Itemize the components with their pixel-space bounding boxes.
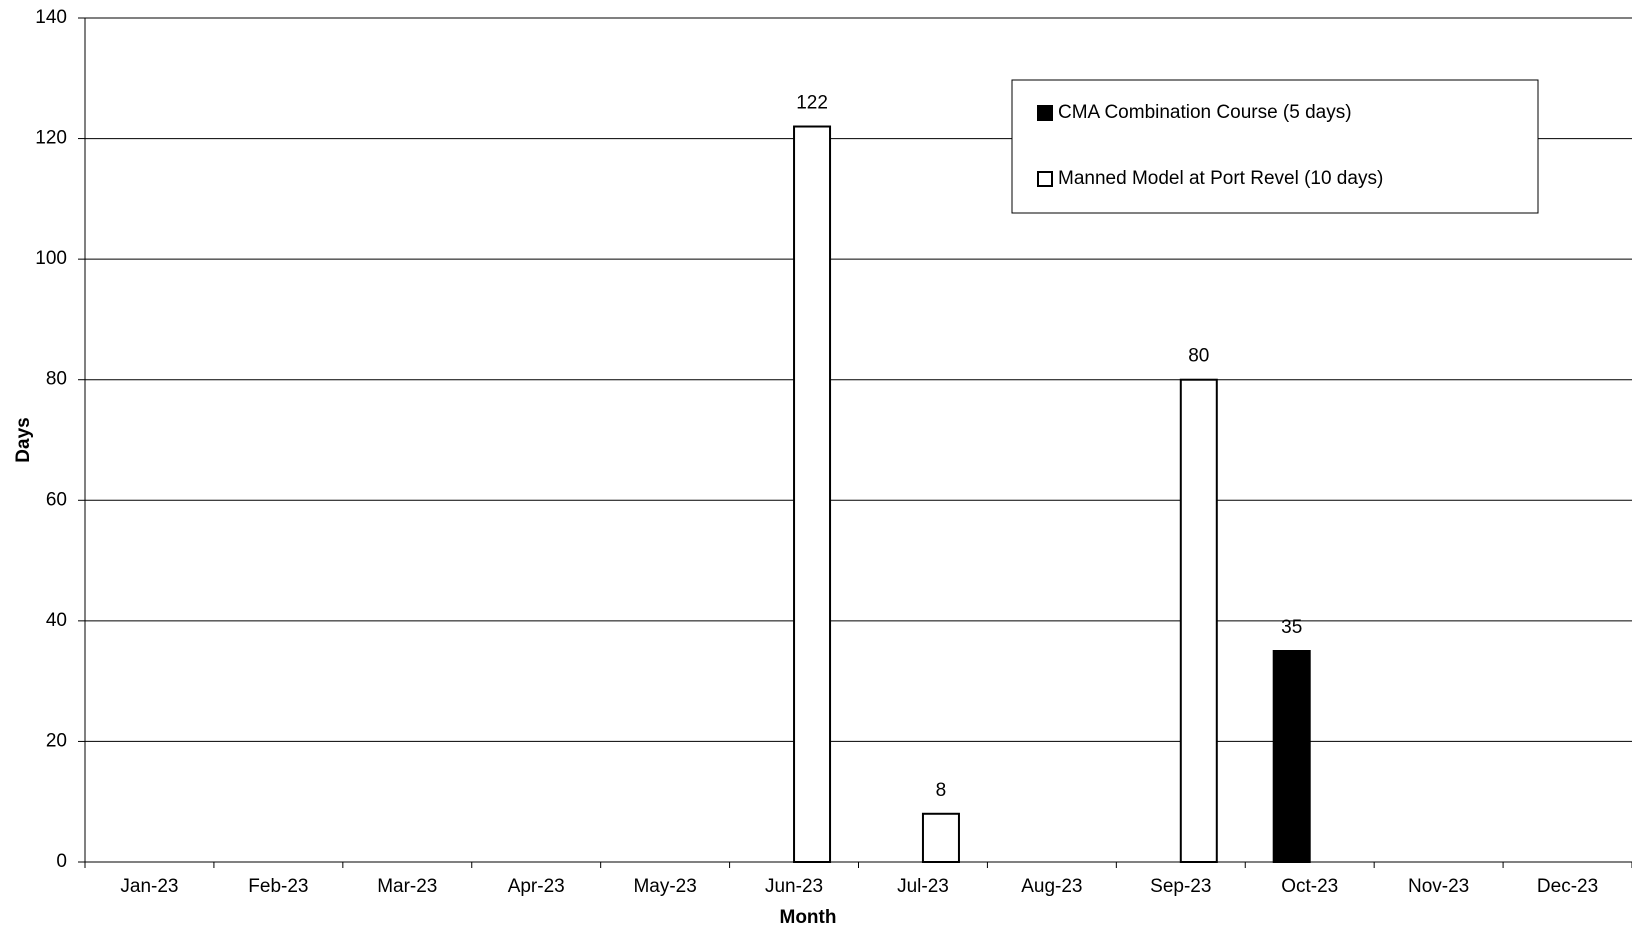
x-tick-label: Feb-23	[248, 876, 308, 897]
bar	[1272, 650, 1311, 863]
x-tick-label: Jun-23	[765, 876, 823, 897]
x-tick-label: Dec-23	[1537, 876, 1598, 897]
x-tick-label: Sep-23	[1150, 876, 1211, 897]
legend-swatch	[1037, 105, 1053, 121]
x-tick-label: Mar-23	[377, 876, 437, 897]
bar	[921, 812, 960, 863]
value-label: 122	[796, 93, 828, 114]
y-tick-label: 80	[46, 369, 67, 390]
y-tick-label: 120	[35, 128, 67, 149]
x-tick-label: Oct-23	[1281, 876, 1338, 897]
legend-label: Manned Model at Port Revel (10 days)	[1058, 168, 1383, 189]
y-tick-label: 140	[35, 7, 67, 28]
x-tick-label: Jan-23	[120, 876, 178, 897]
x-tick-label: Apr-23	[508, 876, 565, 897]
y-tick-label: 0	[56, 851, 67, 872]
x-tick-label: Jul-23	[897, 876, 949, 897]
y-tick-label: 20	[46, 730, 67, 751]
legend-swatch	[1037, 171, 1053, 187]
x-tick-label: May-23	[633, 876, 696, 897]
legend-box	[1011, 79, 1539, 214]
y-tick-label: 100	[35, 248, 67, 269]
bar	[1179, 378, 1218, 863]
y-tick-label: 40	[46, 610, 67, 631]
y-axis-title: Days	[13, 417, 34, 462]
value-label: 8	[936, 780, 947, 801]
bar	[793, 125, 832, 863]
legend-label: CMA Combination Course (5 days)	[1058, 102, 1352, 123]
x-tick-label: Nov-23	[1408, 876, 1469, 897]
y-tick-label: 60	[46, 489, 67, 510]
value-label: 80	[1188, 346, 1209, 367]
x-axis-title: Month	[780, 907, 837, 928]
value-label: 35	[1281, 617, 1302, 638]
x-tick-label: Aug-23	[1021, 876, 1082, 897]
